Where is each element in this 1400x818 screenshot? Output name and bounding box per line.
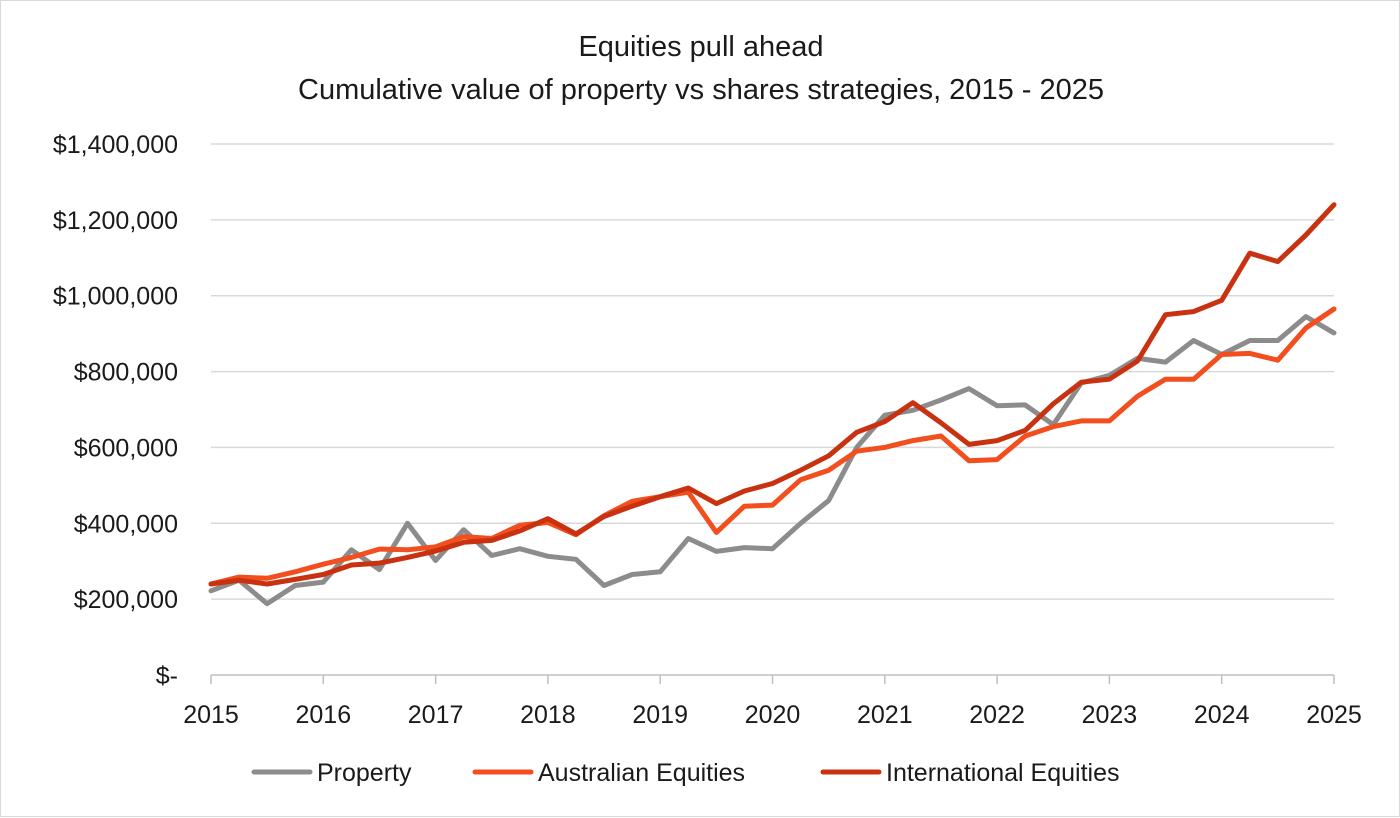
x-tick-label: 2018 [520, 701, 576, 729]
chart-subtitle: Cumulative value of property vs shares s… [298, 74, 1104, 106]
y-tick-label: $400,000 [74, 510, 178, 538]
legend-item: Australian Equities [472, 759, 745, 787]
gridlines [211, 143, 1334, 600]
series-line-australian-equities [208, 306, 1337, 587]
y-tick-label: $800,000 [74, 359, 178, 387]
x-tick-label: 2017 [408, 701, 464, 729]
x-tick-label: 2023 [1082, 701, 1138, 729]
legend-label: International Equities [886, 759, 1119, 787]
x-tick-label: 2016 [295, 701, 351, 729]
series-lines [208, 202, 1337, 607]
x-tick-label: 2015 [183, 701, 239, 729]
y-tick-label: $600,000 [74, 434, 178, 462]
y-tick-label: $- [156, 662, 178, 690]
x-tick-label: 2025 [1306, 701, 1362, 729]
x-axis: 2015 2016 2017 2018 2019 2020 2021 2022 2023 2024… [183, 674, 1362, 729]
legend: Property Australian Equities International… [251, 759, 1119, 787]
series-line-property [208, 314, 1337, 607]
y-axis: $- $200,000 $400,000 $600,000 $800,000 $1,000… [53, 131, 178, 690]
chart-title: Equities pull ahead [578, 31, 823, 63]
legend-item: Property [251, 759, 412, 787]
legend-item: International Equities [820, 759, 1119, 787]
x-tick-label: 2022 [969, 701, 1025, 729]
x-tick-label: 2021 [857, 701, 913, 729]
x-tick-label: 2020 [745, 701, 801, 729]
legend-label: Property [317, 759, 412, 787]
series-line-international-equities [208, 202, 1337, 587]
y-tick-label: $200,000 [74, 586, 178, 614]
x-tick-label: 2019 [632, 701, 688, 729]
y-tick-label: $1,400,000 [53, 131, 178, 159]
y-tick-label: $1,000,000 [53, 283, 178, 311]
legend-label: Australian Equities [538, 759, 745, 787]
x-tick-label: 2024 [1194, 701, 1250, 729]
y-tick-label: $1,200,000 [53, 207, 178, 235]
